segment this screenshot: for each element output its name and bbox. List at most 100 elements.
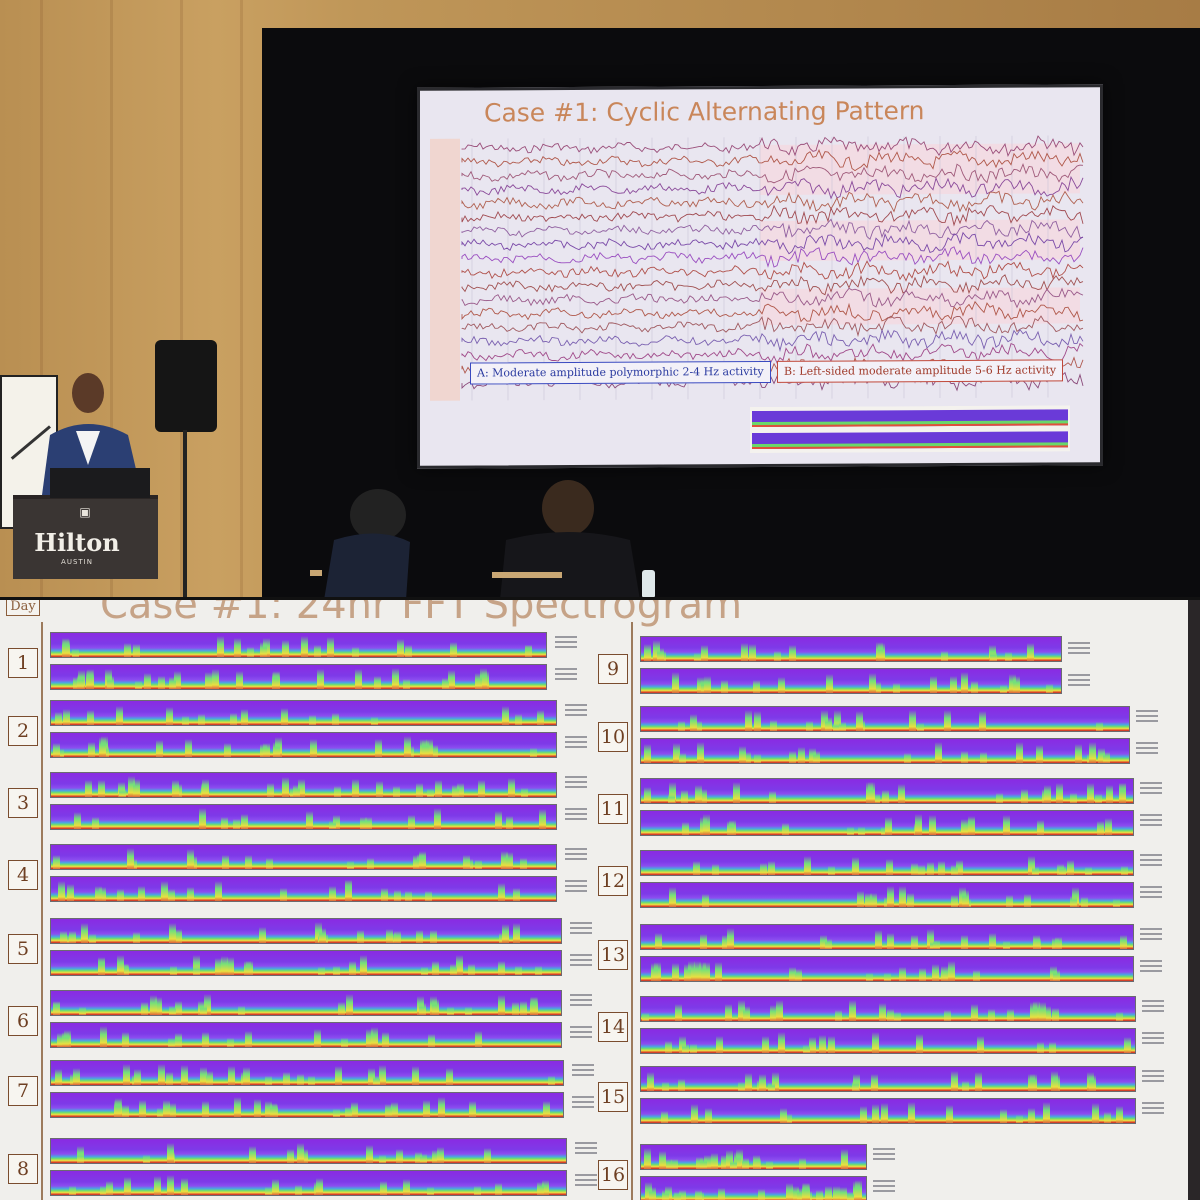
mini-spec-band <box>752 445 1068 450</box>
spectral-burst <box>155 997 162 1015</box>
spectral-burst <box>119 789 126 797</box>
strip-channel-label <box>565 880 587 900</box>
spectral-burst <box>697 742 704 763</box>
spectral-burst <box>941 966 948 981</box>
spectral-burst <box>376 781 383 797</box>
spectral-burst <box>961 672 968 693</box>
spectral-burst <box>515 714 522 725</box>
spectral-burst <box>917 723 924 731</box>
strip-channel-label <box>1140 928 1162 948</box>
spectral-burst <box>962 890 969 907</box>
spectral-burst <box>81 923 88 943</box>
eeg-channel-trace <box>461 300 1084 323</box>
spectral-burst <box>944 710 951 731</box>
spectral-burst <box>394 890 401 901</box>
spectral-burst <box>1098 748 1105 763</box>
spectrogram-strip <box>50 1170 567 1196</box>
spectral-burst <box>301 1149 308 1163</box>
spectral-burst <box>345 1107 352 1117</box>
spectrogram-strip <box>640 956 1134 982</box>
spectral-burst <box>135 681 142 689</box>
spectral-burst <box>133 779 140 797</box>
spectral-burst <box>308 1076 315 1085</box>
spectral-burst <box>73 1068 80 1085</box>
spectral-burst <box>899 967 906 981</box>
spectral-burst <box>980 752 987 763</box>
strip-channel-label <box>570 994 592 1014</box>
strip-channel-label <box>873 1148 895 1168</box>
spectral-burst <box>167 1143 174 1163</box>
spectral-burst <box>700 789 707 803</box>
spectral-burst <box>1005 652 1012 661</box>
spectral-burst <box>100 1186 107 1195</box>
spectral-burst <box>1044 785 1051 803</box>
spectral-burst <box>644 644 651 661</box>
spectral-burst <box>447 1007 454 1015</box>
spectral-burst <box>695 1190 702 1200</box>
spectral-burst <box>908 1102 915 1123</box>
spectral-burst <box>672 963 679 981</box>
eeg-channel-trace <box>461 315 1084 338</box>
spectral-burst <box>469 1101 476 1117</box>
spectral-burst <box>1089 1075 1096 1091</box>
spectral-burst <box>392 668 399 689</box>
strip-channel-label <box>572 1096 594 1116</box>
spectral-burst <box>374 676 381 689</box>
spectral-burst <box>930 676 937 693</box>
spectral-burst <box>495 1183 502 1195</box>
spectral-burst <box>899 886 906 907</box>
spectral-burst <box>480 668 487 689</box>
spectral-burst <box>1103 752 1110 763</box>
spectral-burst <box>143 1155 150 1163</box>
spectral-burst <box>727 821 734 835</box>
spectral-burst <box>474 1186 481 1195</box>
spectral-burst <box>797 1188 804 1200</box>
spectral-burst <box>403 679 410 689</box>
spectral-burst <box>668 794 675 803</box>
spectral-burst <box>539 809 546 829</box>
spectral-burst <box>705 1108 712 1123</box>
conference-photo: Case #1: Cyclic Alternating Pattern A: M… <box>0 0 1200 597</box>
spectral-burst <box>741 643 748 661</box>
spectral-burst <box>726 1150 733 1169</box>
spectral-burst <box>841 1149 848 1169</box>
laptop <box>50 468 150 498</box>
spectral-burst <box>858 827 865 835</box>
spectral-burst <box>338 1002 345 1015</box>
eeg-channel-trace <box>461 260 1084 282</box>
spectral-burst <box>780 1108 787 1123</box>
spectral-burst <box>745 1073 752 1091</box>
spectral-burst <box>266 858 273 869</box>
spectral-burst <box>681 790 688 803</box>
spectral-burst <box>929 815 936 835</box>
spectral-burst <box>1027 643 1034 661</box>
spectral-burst <box>244 961 251 975</box>
spectrogram-strip <box>640 1176 867 1200</box>
spectral-burst <box>989 933 996 949</box>
spectral-burst <box>169 923 176 943</box>
spectral-burst <box>306 811 313 829</box>
spectral-burst <box>228 1066 235 1085</box>
spectral-burst <box>789 967 796 981</box>
spectrogram-strip <box>50 876 557 902</box>
spectrogram-strip <box>50 1138 567 1164</box>
spectral-burst <box>659 1151 666 1169</box>
spectral-burst <box>834 710 841 731</box>
spectral-burst <box>975 1072 982 1091</box>
spectral-burst <box>375 739 382 757</box>
day-number-box: 1 <box>8 648 38 678</box>
spectral-burst <box>506 816 513 829</box>
spectral-burst <box>282 777 289 797</box>
spectral-burst <box>272 672 279 689</box>
spectral-burst <box>1095 794 1102 803</box>
spectral-burst <box>267 783 274 797</box>
spectral-burst <box>919 968 926 981</box>
spectral-burst <box>309 715 316 725</box>
spectral-burst <box>678 721 685 731</box>
strip-channel-label <box>1140 814 1162 834</box>
spectral-burst <box>946 1105 953 1123</box>
strip-channel-label <box>565 848 587 868</box>
spectral-burst <box>1106 785 1113 803</box>
spectral-burst <box>675 1004 682 1021</box>
spectral-burst <box>819 1035 826 1053</box>
